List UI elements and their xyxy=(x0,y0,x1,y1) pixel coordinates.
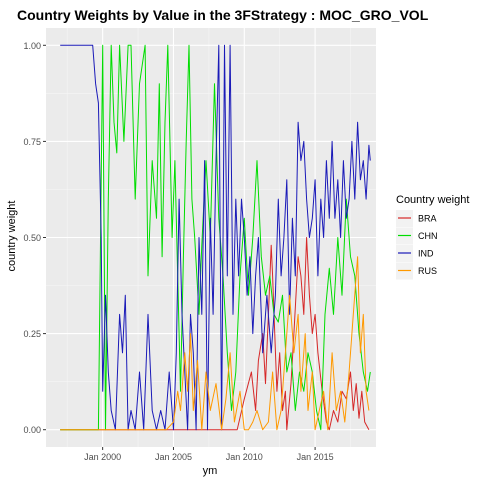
y-tick-label: 0.00 xyxy=(23,425,41,435)
chart-title: Country Weights by Value in the 3FStrate… xyxy=(17,7,429,23)
x-axis: Jan 2000 Jan 2005 Jan 2010 Jan 2015 xyxy=(84,447,334,462)
y-axis: 0.00 0.25 0.50 0.75 1.00 xyxy=(23,41,46,435)
series-layer xyxy=(60,44,371,431)
y-tick-label: 0.25 xyxy=(23,329,41,339)
legend-label-bra: BRA xyxy=(418,214,437,224)
x-tick-label: Jan 2000 xyxy=(84,452,121,462)
x-tick-label: Jan 2015 xyxy=(297,452,334,462)
legend-label-ind: IND xyxy=(418,249,434,259)
y-tick-label: 1.00 xyxy=(23,41,41,51)
legend-title: Country weight xyxy=(396,194,469,206)
x-tick-label: Jan 2005 xyxy=(155,452,192,462)
legend-label-rus: RUS xyxy=(418,266,437,276)
y-tick-label: 0.50 xyxy=(23,233,41,243)
legend-label-chn: CHN xyxy=(418,231,438,241)
legend: Country weight BRA CHN IND RUS xyxy=(396,194,469,280)
series-line-ind xyxy=(60,44,371,431)
y-tick-label: 0.75 xyxy=(23,137,41,147)
x-axis-label: ym xyxy=(203,465,218,477)
series-line-rus xyxy=(60,256,370,431)
y-axis-label: country weight xyxy=(6,201,18,272)
x-tick-label: Jan 2010 xyxy=(226,452,263,462)
